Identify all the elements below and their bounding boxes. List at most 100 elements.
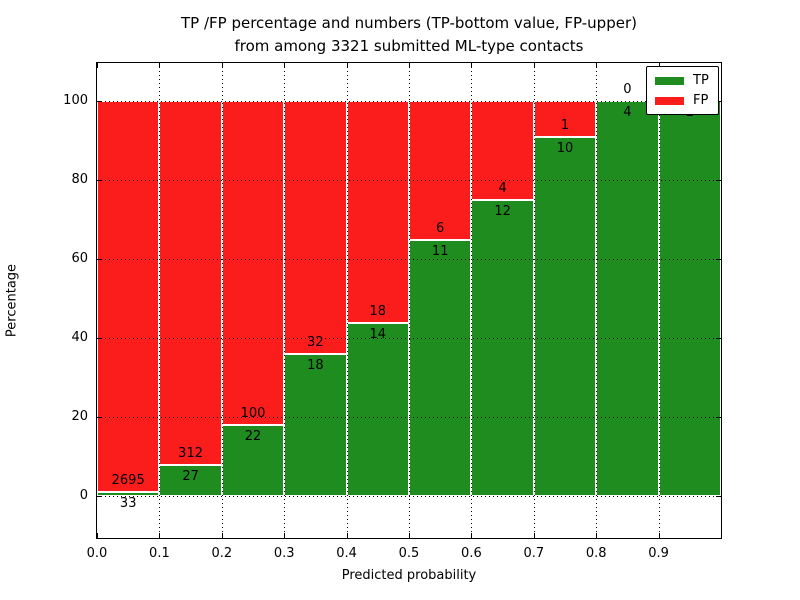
bar-segment-tp — [346, 323, 409, 497]
gridline-vertical — [471, 63, 473, 538]
y-tick-label: 60 — [71, 250, 88, 266]
legend-item-fp: FP — [655, 94, 709, 107]
x-tick-mark-top — [284, 63, 286, 68]
x-tick-mark-top — [658, 63, 660, 68]
legend-swatch-tp — [655, 76, 684, 85]
plot-area: 2695333122710022321818146114121100402 — [96, 62, 722, 539]
legend-label-fp: FP — [693, 93, 709, 108]
y-tick-mark-left — [97, 100, 102, 102]
x-tick-label: 0.4 — [336, 546, 357, 561]
bar-label-fp-count: 312 — [178, 445, 203, 461]
bar-label-fp-count: 6 — [436, 221, 445, 237]
bar-segment-fp — [284, 100, 347, 354]
x-tick-mark-top — [97, 63, 98, 68]
bar-label-fp-count: 100 — [240, 406, 266, 422]
x-tick-mark-top — [159, 63, 161, 68]
bar-segment-fp — [221, 100, 285, 426]
y-tick-mark-left — [97, 496, 102, 498]
bar-label-fp-count: 1 — [560, 117, 570, 133]
y-tick-label: 20 — [71, 409, 88, 425]
x-tick-mark-bottom — [97, 533, 98, 538]
gridline-vertical — [159, 63, 161, 538]
x-tick-mark-top — [533, 63, 535, 68]
bar-label-fp-count: 18 — [369, 304, 387, 320]
x-tick-label: 0.3 — [273, 546, 295, 561]
x-tick-mark-bottom — [159, 533, 161, 538]
x-tick-mark-bottom — [409, 533, 410, 538]
y-tick-label: 0 — [79, 488, 88, 504]
x-tick-label: 0.6 — [461, 546, 482, 561]
gridline-vertical — [346, 63, 348, 538]
x-tick-mark-top — [409, 63, 410, 68]
bar-segment-fp — [471, 100, 534, 200]
chart-title-line2: from among 3321 submitted ML-type contac… — [234, 36, 584, 55]
bar-label-fp-count: 32 — [307, 334, 324, 350]
y-axis-label: Percentage — [4, 263, 20, 338]
bar-label-tp-count: 12 — [494, 203, 511, 219]
bar-label-tp-count: 33 — [119, 495, 137, 511]
gridline-vertical — [221, 63, 223, 538]
bar-segment-tp — [596, 100, 659, 497]
chart-title-line1: TP /FP percentage and numbers (TP-bottom… — [181, 14, 637, 32]
y-tick-mark-left — [97, 338, 102, 340]
bar-segment-tp — [471, 199, 534, 497]
bar-segment-tp — [97, 491, 160, 497]
x-tick-label: 0.8 — [585, 546, 607, 561]
x-tick-mark-bottom — [658, 533, 660, 538]
x-tick-mark-bottom — [346, 533, 348, 538]
gridline-vertical — [409, 63, 410, 538]
legend-swatch-fp — [655, 96, 684, 105]
bar-label-fp-count: 4 — [498, 180, 507, 196]
x-tick-mark-bottom — [596, 533, 598, 538]
x-tick-label: 0.0 — [86, 546, 108, 561]
x-tick-mark-bottom — [284, 533, 286, 538]
chart-title: TP /FP percentage and numbers (TP-bottom… — [97, 12, 721, 57]
bar-label-tp-count: 10 — [556, 140, 574, 156]
x-tick-mark-top — [471, 63, 473, 68]
x-tick-label: 0.7 — [523, 546, 545, 561]
bar-label-fp-count: 2695 — [111, 472, 145, 488]
gridline-vertical — [658, 63, 660, 538]
y-tick-label: 80 — [71, 171, 88, 187]
y-tick-mark-left — [97, 258, 102, 260]
x-tick-label: 0.5 — [398, 546, 420, 561]
gridline-vertical — [284, 63, 286, 538]
bar-label-tp-count: 27 — [182, 468, 199, 484]
bar-segment-tp — [284, 353, 347, 497]
y-tick-mark-right — [716, 179, 721, 181]
legend-item-tp: TP — [655, 74, 709, 87]
gridline-vertical — [596, 63, 598, 538]
y-tick-mark-left — [97, 417, 102, 419]
x-tick-label: 0.9 — [648, 546, 669, 561]
bar-segment-tp — [409, 240, 472, 497]
legend: TP FP — [646, 66, 719, 115]
bar-label-tp-count: 18 — [307, 357, 324, 373]
x-tick-label: 0.1 — [149, 546, 170, 561]
x-tick-mark-bottom — [471, 533, 473, 538]
gridline-vertical — [533, 63, 535, 538]
bar-label-tp-count: 4 — [623, 104, 632, 120]
y-tick-mark-left — [97, 179, 102, 181]
bar-segment-fp — [346, 100, 409, 324]
y-tick-mark-right — [716, 338, 721, 340]
x-tick-label: 0.2 — [211, 546, 233, 561]
bar-segment-fp — [97, 100, 160, 492]
bar-segment-tp — [159, 464, 222, 497]
bar-segment-tp — [658, 100, 721, 497]
bar-segment-tp — [533, 136, 597, 497]
x-axis-label: Predicted probability — [341, 568, 477, 583]
y-tick-label: 40 — [71, 330, 88, 346]
x-tick-mark-bottom — [533, 533, 535, 538]
x-tick-mark-bottom — [221, 533, 223, 538]
x-tick-mark-top — [346, 63, 348, 68]
y-tick-mark-right — [716, 258, 721, 260]
y-tick-mark-right — [716, 417, 721, 419]
x-tick-mark-top — [596, 63, 598, 68]
bar-label-tp-count: 14 — [369, 327, 387, 343]
bar-label-tp-count: 22 — [244, 429, 262, 445]
bar-label-fp-count: 0 — [623, 81, 632, 97]
bar-label-tp-count: 11 — [431, 244, 449, 260]
y-tick-mark-right — [716, 496, 721, 498]
bar-segment-fp — [159, 100, 222, 465]
